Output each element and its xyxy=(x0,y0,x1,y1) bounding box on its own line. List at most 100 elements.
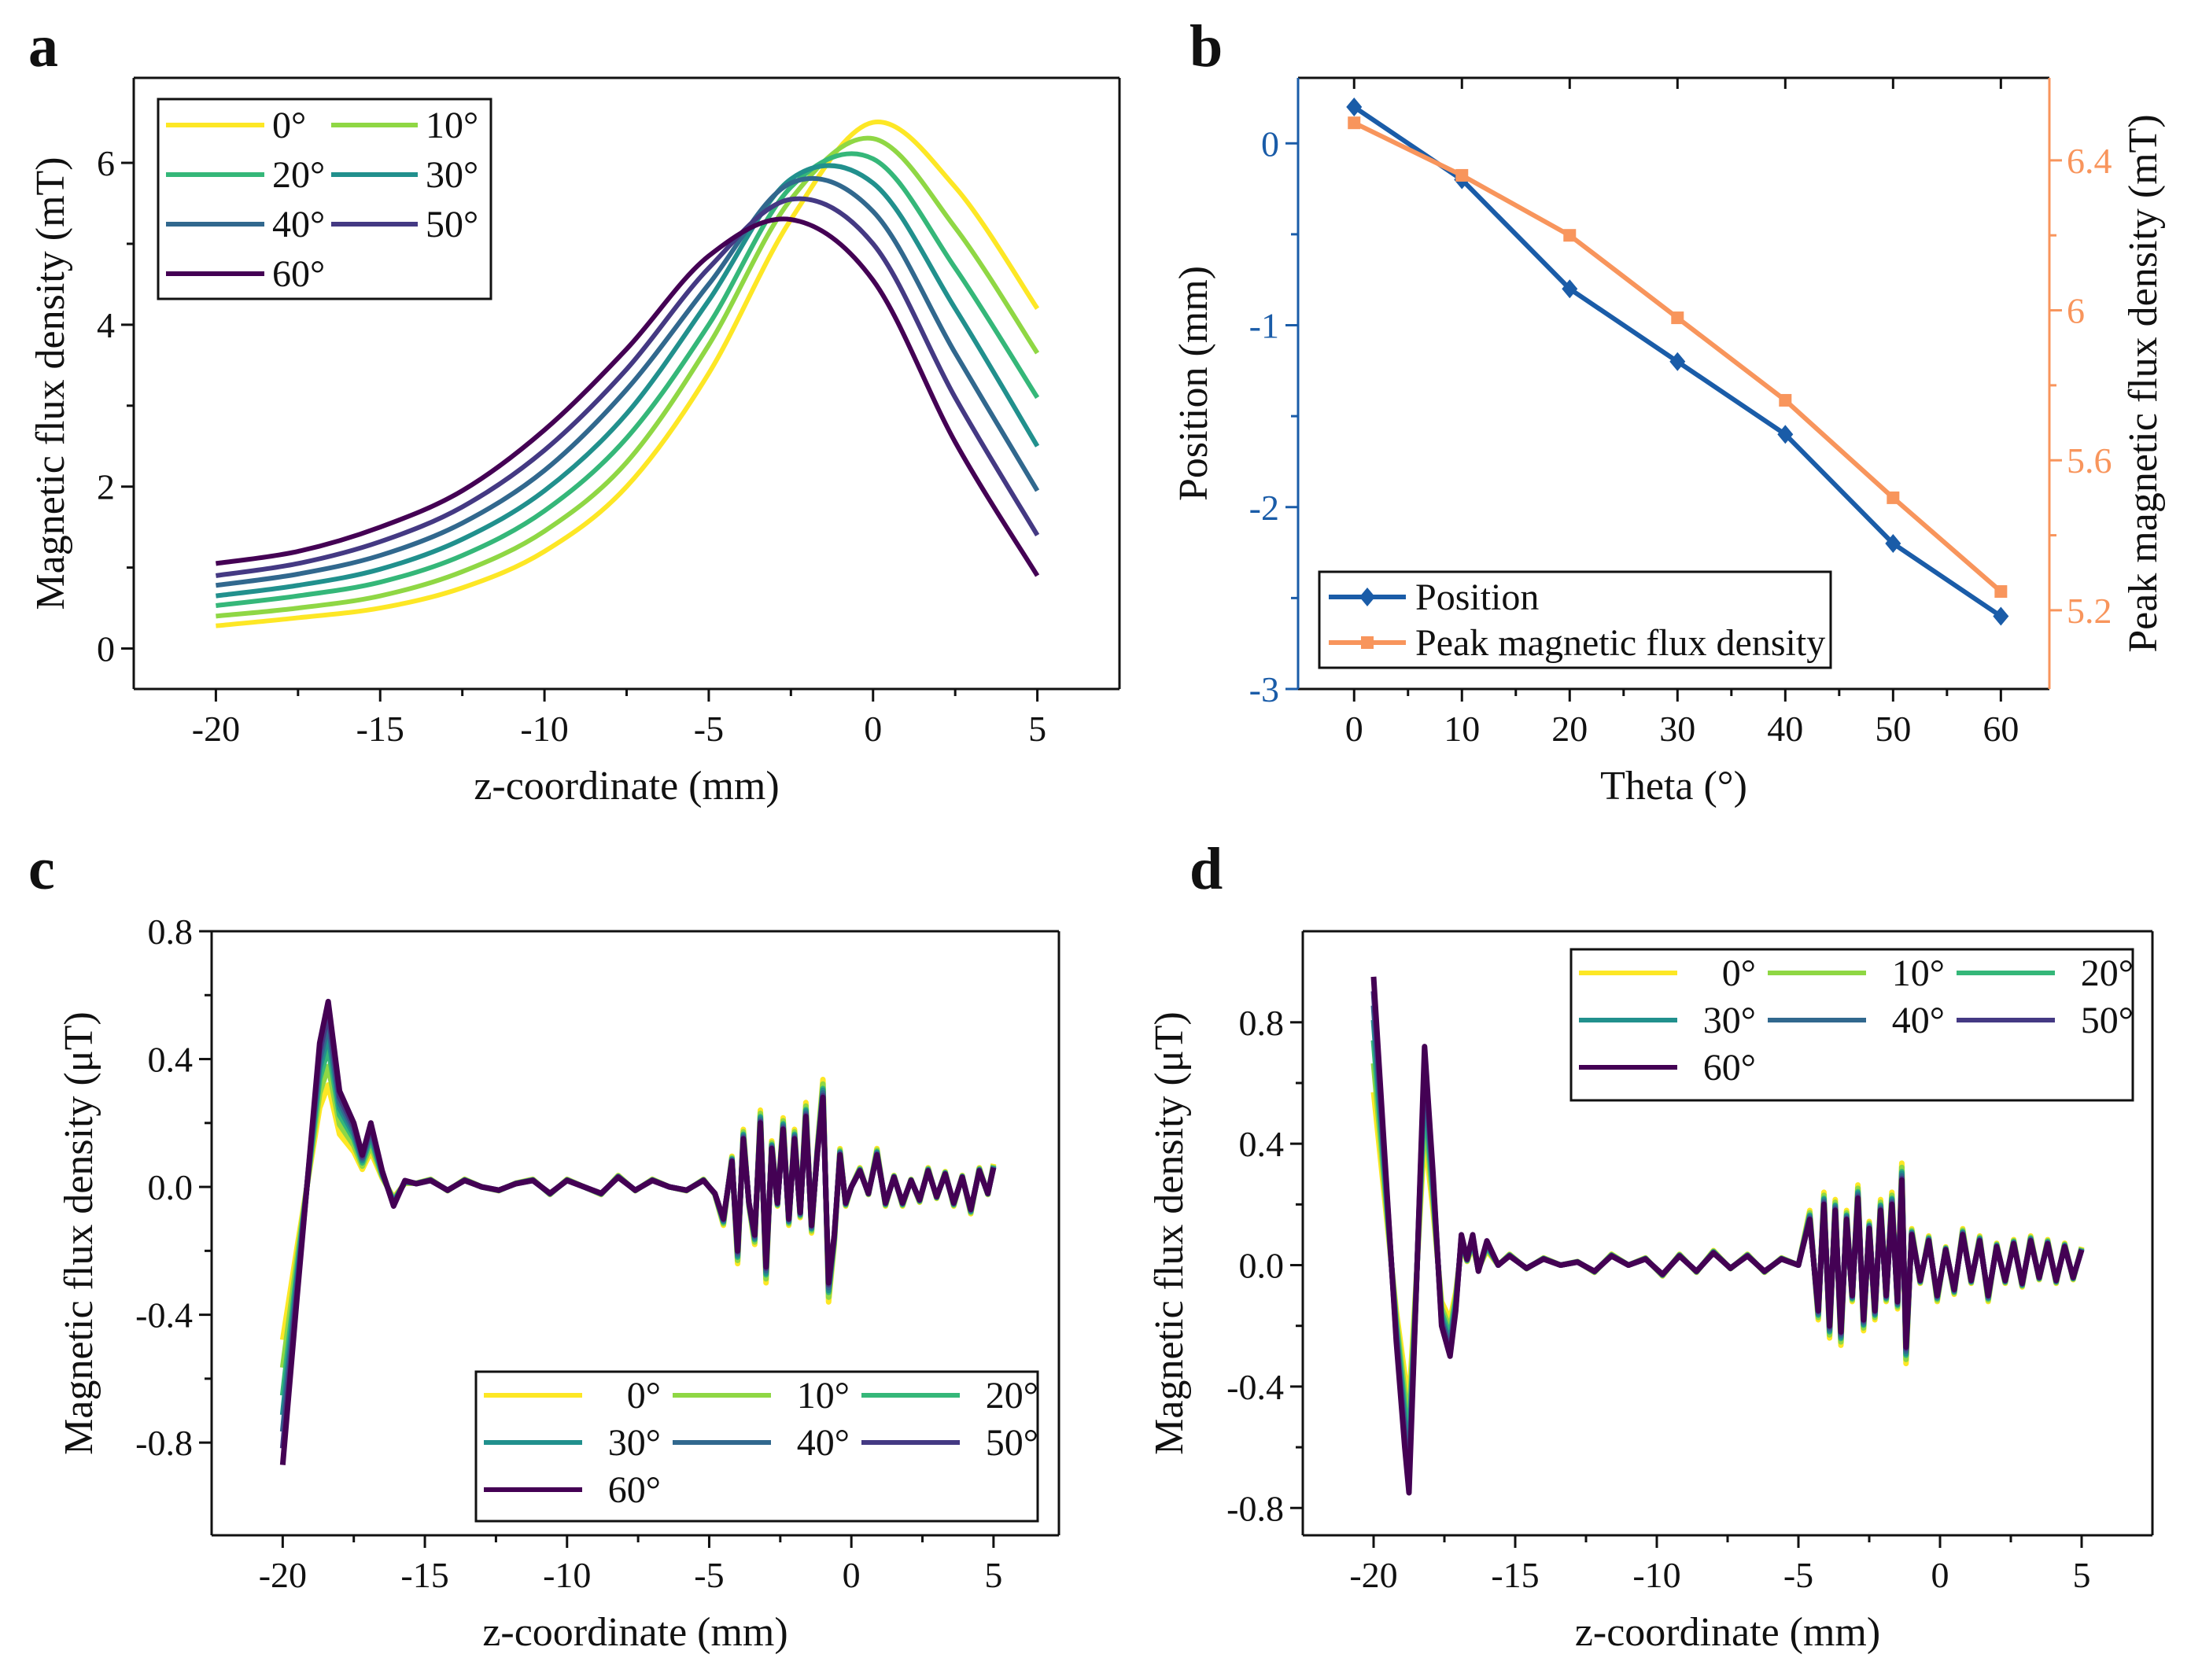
series-line-40deg xyxy=(279,1021,997,1432)
x-tick-label: -15 xyxy=(356,709,404,749)
x-axis-title: z-coordinate (mm) xyxy=(482,1610,787,1655)
y-tick-label: 0 xyxy=(1261,123,1279,164)
legend-label: 20° xyxy=(2081,952,2134,994)
x-tick-label: 5 xyxy=(2073,1555,2091,1595)
data-point-peak xyxy=(1779,393,1792,407)
y-tick-label: -1 xyxy=(1249,306,1279,346)
legend-label: 10° xyxy=(1892,952,1945,994)
y-axis-title: Magnetic flux density (μT) xyxy=(57,1011,101,1455)
data-point-position xyxy=(1346,98,1363,116)
panel-label-d: d xyxy=(1190,836,1223,902)
legend-label: 40° xyxy=(272,204,325,245)
legend-label: 40° xyxy=(1892,1000,1945,1041)
series-line-30deg xyxy=(279,1032,997,1416)
y-right-axis-title: Peak magnetic flux density (mT) xyxy=(2121,114,2166,652)
series-line-60deg xyxy=(279,998,997,1465)
x-tick-label: -5 xyxy=(694,1555,724,1595)
y-right-tick-label: 5.6 xyxy=(2067,440,2112,481)
legend-label: 60° xyxy=(1703,1047,1756,1089)
legend-label: 0° xyxy=(627,1375,661,1417)
legend-label: 0° xyxy=(1722,952,1756,994)
data-point-peak xyxy=(1348,116,1361,130)
data-point-peak xyxy=(1994,585,2008,599)
x-tick-label: -15 xyxy=(1491,1555,1539,1595)
panel-label-b: b xyxy=(1190,13,1223,79)
chart-c: -20 -15 -10 -5 0 5 0.8 0.4 0.0 -0.4 -0.8 z-coordina… xyxy=(57,912,1060,1655)
x-tick-label: 60 xyxy=(1983,709,2019,749)
chart-a: -20 -15 -10 -5 0 5 0 2 4 6 z-coordinate (mm) Magnet… xyxy=(28,76,1121,809)
data-point-position xyxy=(1562,279,1578,299)
y-tick-label: 0.4 xyxy=(1239,1124,1285,1164)
legend-label: 10° xyxy=(426,105,478,146)
series-line-10deg xyxy=(216,135,1040,619)
series-line-0deg xyxy=(279,1077,997,1341)
y-axis-title: Magnetic flux density (mT) xyxy=(28,157,73,610)
legend-label: Peak magnetic flux density xyxy=(1415,622,1825,664)
y-tick-label: -2 xyxy=(1249,488,1279,528)
x-axis-title: z-coordinate (mm) xyxy=(474,764,779,809)
legend-label: 0° xyxy=(272,105,306,146)
y-tick-label: 0.8 xyxy=(1239,1003,1285,1043)
x-tick-label: 40 xyxy=(1767,709,1803,749)
series-line-0deg xyxy=(216,120,1040,628)
y-tick-label: -0.4 xyxy=(135,1295,193,1336)
x-tick-label: -15 xyxy=(400,1555,448,1595)
y-tick-label: -0.8 xyxy=(1226,1488,1284,1528)
data-point-position xyxy=(1777,425,1794,444)
legend-label: 40° xyxy=(797,1422,850,1464)
data-point-position xyxy=(1669,352,1686,371)
series-line-20deg xyxy=(216,151,1040,608)
x-axis-title: z-coordinate (mm) xyxy=(1575,1610,1880,1655)
panel-label-c: c xyxy=(28,836,55,902)
y-tick-label: 0.4 xyxy=(148,1040,194,1080)
series-line-40deg xyxy=(216,175,1040,588)
x-tick-label: 0 xyxy=(864,709,882,749)
y-tick-label: 0.8 xyxy=(148,912,194,952)
series-line-60deg xyxy=(215,216,1040,577)
y-axis-title: Magnetic flux density (μT) xyxy=(1147,1011,1192,1455)
x-tick-label: 30 xyxy=(1659,709,1695,749)
y-tick-label: 0.0 xyxy=(148,1167,194,1207)
legend-label: 30° xyxy=(1703,1000,1756,1041)
chart-b: 0 10 20 30 40 50 60 0 -1 -2 -3 Theta (°) Position (m… xyxy=(1171,76,2166,809)
legend-label: 20° xyxy=(272,154,325,196)
y-right-tick-label: 6.4 xyxy=(2067,141,2112,181)
data-point-peak xyxy=(1455,168,1469,182)
legend-label: 50° xyxy=(2081,1000,2134,1041)
y-tick-label: -0.4 xyxy=(1226,1367,1284,1407)
y-tick-label: 6 xyxy=(97,143,115,183)
x-tick-label: -20 xyxy=(259,1555,307,1595)
x-tick-label: -20 xyxy=(192,709,240,749)
x-tick-label: 5 xyxy=(1028,709,1046,749)
series-line-20deg xyxy=(279,1044,997,1396)
x-tick-label: -20 xyxy=(1349,1555,1397,1595)
x-tick-label: 5 xyxy=(984,1555,1002,1595)
data-point-peak xyxy=(1671,311,1684,325)
legend xyxy=(1318,570,1832,669)
legend-label: 50° xyxy=(986,1422,1038,1464)
data-point-peak xyxy=(1887,491,1900,504)
series-line-10deg xyxy=(279,1063,997,1369)
y-tick-label: -3 xyxy=(1249,669,1279,709)
y-right-tick-label: 5.2 xyxy=(2067,591,2112,631)
legend-label: 10° xyxy=(797,1375,850,1417)
legend-marker-square xyxy=(1361,636,1374,649)
legend-label: 20° xyxy=(986,1375,1038,1417)
y-tick-label: -0.8 xyxy=(135,1423,193,1463)
y-right-tick-label: 6 xyxy=(2067,291,2085,331)
y-tick-label: 0 xyxy=(97,629,115,669)
series-line-60deg xyxy=(1370,976,2085,1496)
x-tick-label: -5 xyxy=(1783,1555,1813,1595)
x-tick-label: 0 xyxy=(1345,709,1363,749)
legend-label: Position xyxy=(1415,577,1539,618)
legend-marker-diamond xyxy=(1359,588,1375,606)
x-tick-label: 0 xyxy=(1931,1555,1949,1595)
series-line-50deg xyxy=(215,196,1040,578)
legend-label: 30° xyxy=(426,154,478,196)
data-point-position xyxy=(1993,606,2009,626)
x-tick-label: -10 xyxy=(520,709,568,749)
legend-label: 50° xyxy=(426,204,478,245)
legend-label: 60° xyxy=(272,253,325,295)
legend xyxy=(157,98,492,300)
